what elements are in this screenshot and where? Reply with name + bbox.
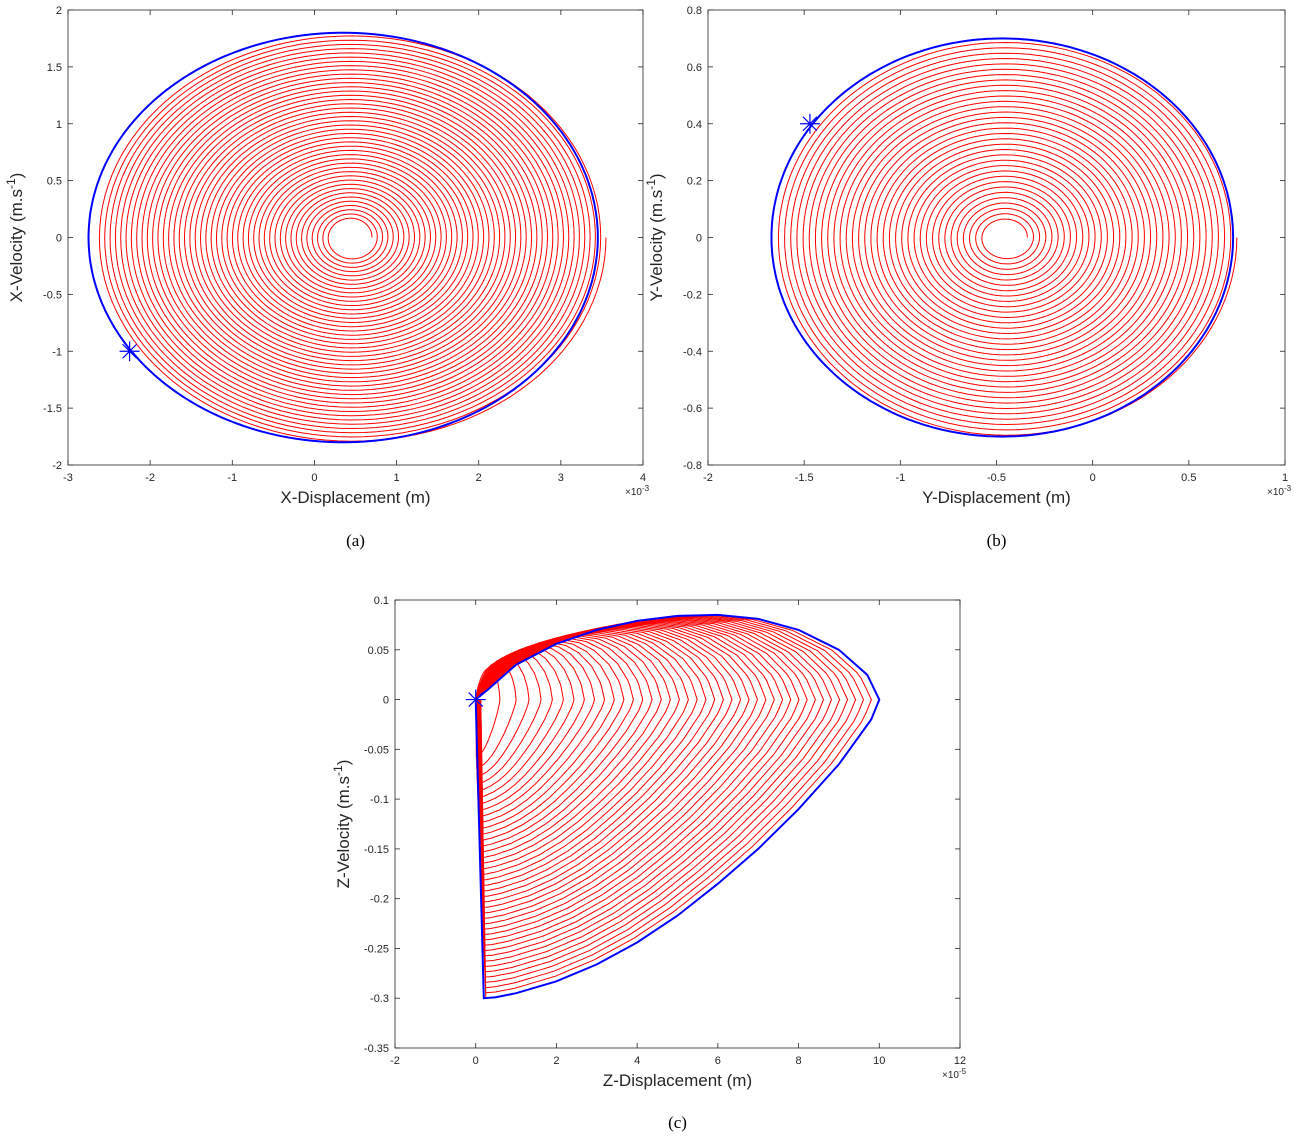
panel-a-ytick-label: 1 (56, 119, 62, 131)
panel-a-ytick-label: 0.5 (47, 176, 62, 188)
panel-b-xtick-label: 0.5 (1181, 472, 1196, 484)
panel-a-start-point-marker (119, 341, 140, 362)
panel-a-phase-plot: -3 -2 -1 0 1 2 3 4-2-1.5-1-0.500.511.52 X-Displ… (4, 5, 650, 550)
panel-a-trajectory-series (98, 35, 607, 442)
panel-b-ticks: -2 -1.5 -1 -0.5 0 0.5 1 -0.8 -0.6 -0.4 -0.2 0 0.2 0.4… (683, 5, 1288, 484)
panel-b-ytick-label: 0.8 (687, 5, 702, 17)
panel-c-start-point-marker (465, 689, 486, 710)
panel-c-xtick-label: 0 (473, 1055, 479, 1067)
panel-c-xtick-label: 12 (954, 1055, 966, 1067)
panel-b-ytick-label: 0.2 (687, 176, 702, 188)
panel-b-caption: (b) (987, 531, 1007, 550)
panel-c-xtick-label: 4 (634, 1055, 640, 1067)
panel-b-limit-cycle-series (770, 37, 1235, 438)
panel-c-ytick-label: -0.35 (364, 1043, 389, 1055)
panel-a-ytick-label: -1.5 (43, 403, 62, 415)
panel-c-x-axis-label: Z-Displacement (m) (603, 1071, 752, 1090)
panel-a-traces (87, 31, 607, 444)
panel-c-traces (465, 613, 881, 1000)
panel-b-x-exponent: ×10-3 (1267, 484, 1292, 499)
panel-c-ticks: -2 0 2 4 6 8 10 12 -0.35 -0.3 -0.25 -0.2 -0.15 -0.1 -0… (364, 595, 966, 1067)
panel-c-y-axis-label: Z-Velocity (m.s-1) (331, 760, 353, 889)
panel-a-limit-cycle-series (87, 31, 599, 444)
panel-c-ytick-label: -0.2 (370, 894, 389, 906)
panel-c-trajectory-series (475, 614, 880, 999)
panel-b-ytick-label: 0 (696, 233, 702, 245)
panel-c-phase-plot: -2 0 2 4 6 8 10 12 -0.35 -0.3 -0.25 -0.2 -0.15 -0.1 -0… (331, 595, 967, 1132)
panel-b-trajectory-series (777, 41, 1238, 436)
panel-c-caption: (c) (668, 1113, 687, 1132)
panel-a-ytick-label: -2 (52, 460, 62, 472)
panel-b-x-axis-label: Y-Displacement (m) (922, 488, 1071, 507)
panel-b-ytick-label: -0.6 (683, 403, 702, 415)
panel-a-caption: (a) (346, 531, 365, 550)
panel-a-xtick-label: -2 (145, 472, 155, 484)
panel-a-ticks: -3 -2 -1 0 1 2 3 4-2-1.5-1-0.500.511.52 (43, 5, 646, 484)
panel-c-trajectory-series (475, 647, 575, 805)
panel-c-x-exponent: ×10-5 (942, 1067, 967, 1082)
panel-a-ytick-label: -0.5 (43, 289, 62, 301)
panel-b-xtick-label: -0.5 (987, 472, 1006, 484)
panel-c-ytick-label: -0.3 (370, 993, 389, 1005)
panel-a-xtick-label: 1 (394, 472, 400, 484)
panel-b-axes-frame (707, 9, 1286, 466)
panel-a-ytick-label: 2 (56, 5, 62, 17)
panel-b-traces (770, 37, 1238, 438)
panel-a-xtick-label: -3 (63, 472, 73, 484)
panel-a-ytick-label: 1.5 (47, 62, 62, 74)
panel-c-ytick-label: -0.1 (370, 794, 389, 806)
panel-a-xtick-label: 3 (558, 472, 564, 484)
panel-c-axes-frame (394, 599, 961, 1049)
panel-c-trajectory-series (475, 654, 542, 785)
panel-c-trajectory-series (475, 661, 517, 769)
panel-c-ytick-label: -0.25 (364, 943, 389, 955)
panel-a-x-axis-label: X-Displacement (m) (280, 488, 430, 507)
panel-c-trajectory-series (475, 657, 530, 778)
panel-c-ytick-label: -0.15 (364, 844, 389, 856)
panel-a-xtick-label: 2 (476, 472, 482, 484)
panel-c-trajectory-series (475, 619, 816, 957)
panel-c-trajectory-series (475, 614, 872, 994)
panel-b-ytick-label: 0.6 (687, 62, 702, 74)
panel-c-trajectory-series (475, 618, 833, 968)
panel-c-xtick-label: -2 (390, 1055, 400, 1067)
panel-c-ytick-label: 0 (383, 695, 389, 707)
panel-a-ytick-label: -1 (52, 346, 62, 358)
panel-a-xtick-label: 0 (311, 472, 317, 484)
panel-c-ytick-label: 0.05 (368, 645, 389, 657)
panel-b-xtick-label: -1 (895, 472, 905, 484)
panel-c-ytick-label: 0.1 (374, 595, 389, 607)
panel-b-xtick-label: -1.5 (795, 472, 814, 484)
panel-b-xtick-label: -2 (703, 472, 713, 484)
panel-b-ytick-label: -0.4 (683, 346, 702, 358)
panel-a-x-exponent: ×10-3 (625, 484, 650, 499)
panel-b-y-axis-label: Y-Velocity (m.s-1) (644, 173, 666, 301)
panel-c-xtick-label: 2 (553, 1055, 559, 1067)
panel-c-ytick-label: -0.05 (364, 744, 389, 756)
panel-a-y-axis-label: X-Velocity (m.s-1) (4, 173, 26, 303)
panel-b-xtick-label: 0 (1090, 472, 1096, 484)
panel-b-xtick-label: 1 (1282, 472, 1288, 484)
panel-b-ytick-label: -0.2 (683, 289, 702, 301)
panel-b-ytick-label: -0.8 (683, 460, 702, 472)
panel-a-ytick-label: 0 (56, 233, 62, 245)
panel-c-trajectory-series (475, 667, 501, 758)
panel-c-xtick-label: 6 (715, 1055, 721, 1067)
panel-c-xtick-label: 8 (796, 1055, 802, 1067)
panel-a-xtick-label: 4 (640, 472, 646, 484)
panel-b-ytick-label: 0.4 (687, 119, 702, 131)
panel-a-xtick-label: -1 (227, 472, 237, 484)
panel-c-limit-cycle-series (474, 613, 881, 1000)
panel-c-xtick-label: 10 (873, 1055, 885, 1067)
panel-b-phase-plot: -2 -1.5 -1 -0.5 0 0.5 1 -0.8 -0.6 -0.4 -0.2 0 0.2 0.4… (644, 5, 1292, 550)
panel-b-start-point-marker (799, 113, 820, 134)
